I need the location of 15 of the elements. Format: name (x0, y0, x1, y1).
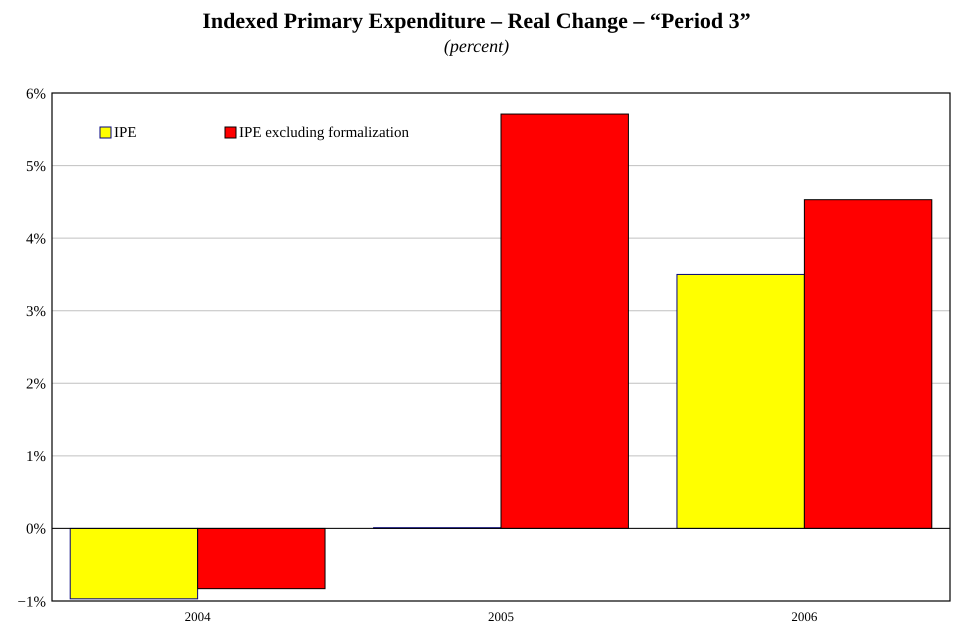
y-tick-label: 1% (26, 449, 46, 466)
legend-label: IPE (114, 125, 136, 141)
x-tick-label: 2005 (488, 609, 514, 624)
y-tick-label: 0% (26, 522, 46, 538)
chart-subtitle: (percent) (444, 36, 510, 56)
chart-title: Indexed Primary Expenditure – Real Change – “Period 3” (202, 8, 751, 33)
x-tick-label: 2006 (791, 609, 818, 624)
y-tick-label: 4% (26, 231, 46, 248)
y-tick-label: 2% (26, 376, 46, 393)
y-tick-label: −1% (18, 594, 46, 610)
x-tick-label: 2004 (184, 609, 212, 624)
y-tick-label: 5% (26, 158, 46, 175)
legend-label: IPE excluding formalization (239, 125, 410, 141)
y-tick-label: 3% (26, 304, 46, 320)
y-tick-label: 6% (26, 86, 46, 102)
